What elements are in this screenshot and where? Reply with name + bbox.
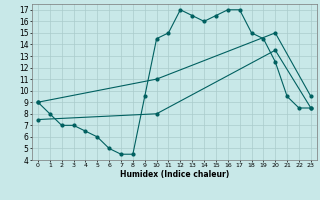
X-axis label: Humidex (Indice chaleur): Humidex (Indice chaleur) [120,170,229,179]
